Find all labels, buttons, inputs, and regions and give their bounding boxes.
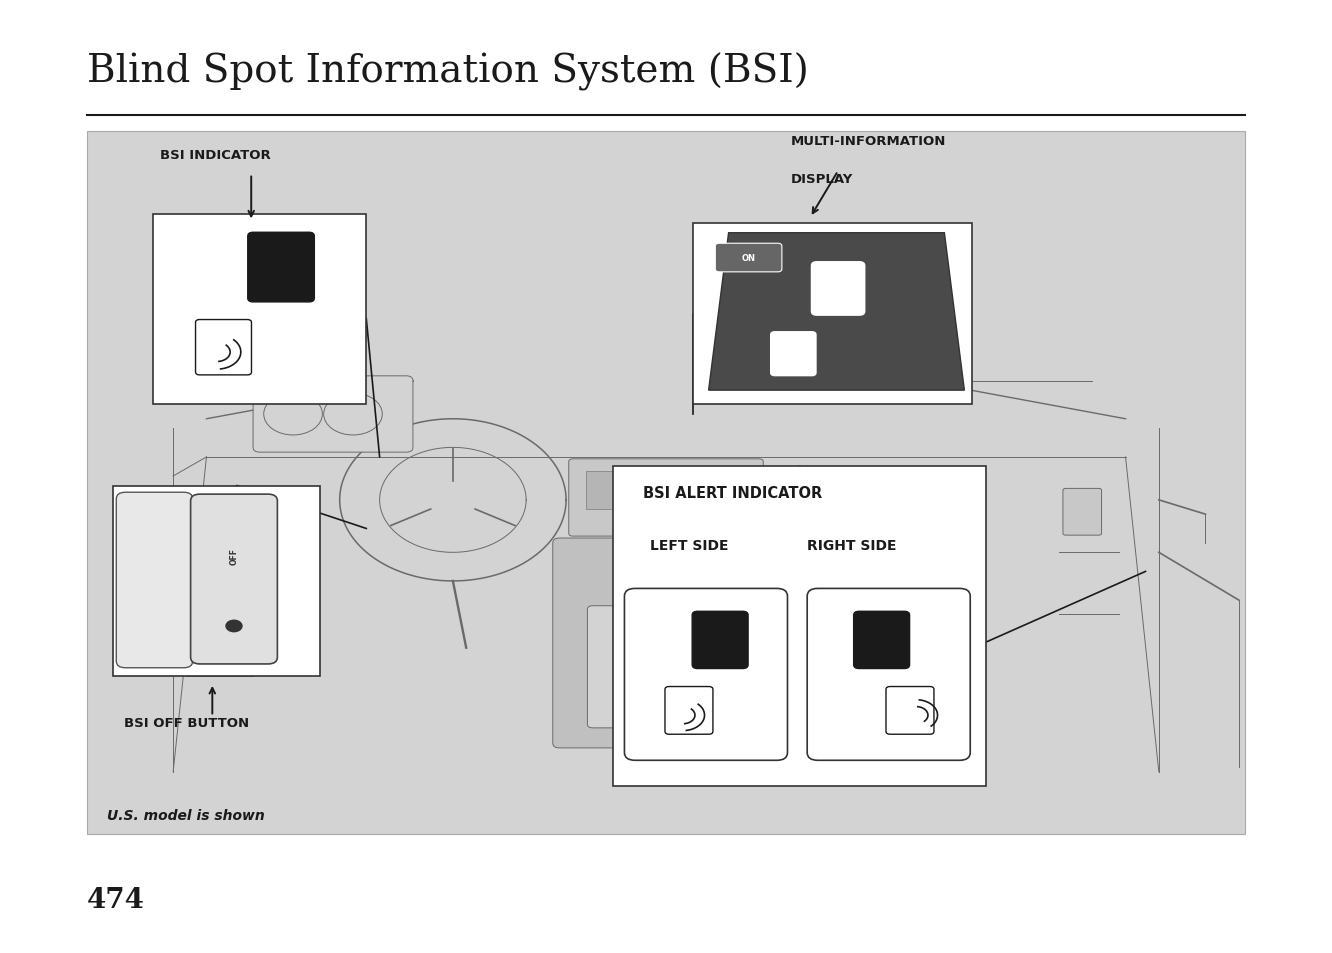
FancyBboxPatch shape bbox=[569, 459, 763, 537]
Text: OFF: OFF bbox=[229, 547, 238, 564]
Text: BSI ALERT INDICATOR: BSI ALERT INDICATOR bbox=[642, 485, 822, 500]
FancyBboxPatch shape bbox=[811, 262, 864, 315]
FancyBboxPatch shape bbox=[886, 687, 934, 735]
FancyBboxPatch shape bbox=[87, 132, 1245, 834]
Text: ON: ON bbox=[742, 253, 755, 263]
Text: U.S. model is shown: U.S. model is shown bbox=[107, 808, 264, 822]
FancyBboxPatch shape bbox=[771, 333, 817, 376]
FancyBboxPatch shape bbox=[1063, 489, 1102, 536]
FancyBboxPatch shape bbox=[715, 244, 782, 273]
Bar bbox=[586, 472, 615, 510]
Bar bbox=[626, 472, 655, 510]
FancyBboxPatch shape bbox=[248, 233, 314, 303]
FancyBboxPatch shape bbox=[587, 606, 671, 728]
Polygon shape bbox=[709, 233, 964, 391]
Circle shape bbox=[226, 620, 242, 632]
FancyBboxPatch shape bbox=[116, 493, 193, 668]
FancyBboxPatch shape bbox=[807, 589, 970, 760]
Text: DISPLAY: DISPLAY bbox=[791, 172, 852, 186]
FancyBboxPatch shape bbox=[553, 538, 779, 748]
FancyBboxPatch shape bbox=[613, 467, 986, 786]
FancyBboxPatch shape bbox=[665, 687, 713, 735]
FancyBboxPatch shape bbox=[196, 320, 252, 375]
FancyBboxPatch shape bbox=[253, 376, 413, 453]
Text: MULTI-INFORMATION: MULTI-INFORMATION bbox=[791, 134, 946, 148]
Bar bbox=[706, 472, 735, 510]
FancyBboxPatch shape bbox=[113, 486, 320, 677]
FancyBboxPatch shape bbox=[854, 612, 910, 669]
Text: LEFT SIDE: LEFT SIDE bbox=[650, 538, 729, 553]
FancyBboxPatch shape bbox=[693, 224, 972, 405]
Text: BSI INDICATOR: BSI INDICATOR bbox=[160, 149, 270, 162]
FancyBboxPatch shape bbox=[693, 612, 749, 669]
Text: RIGHT SIDE: RIGHT SIDE bbox=[807, 538, 896, 553]
FancyBboxPatch shape bbox=[190, 495, 277, 664]
Text: 474: 474 bbox=[87, 886, 144, 913]
FancyBboxPatch shape bbox=[184, 632, 242, 659]
Bar bbox=[666, 472, 695, 510]
FancyBboxPatch shape bbox=[625, 589, 787, 760]
Text: BSI OFF BUTTON: BSI OFF BUTTON bbox=[124, 716, 249, 729]
FancyBboxPatch shape bbox=[153, 214, 366, 405]
Text: Blind Spot Information System (BSI): Blind Spot Information System (BSI) bbox=[87, 52, 809, 91]
